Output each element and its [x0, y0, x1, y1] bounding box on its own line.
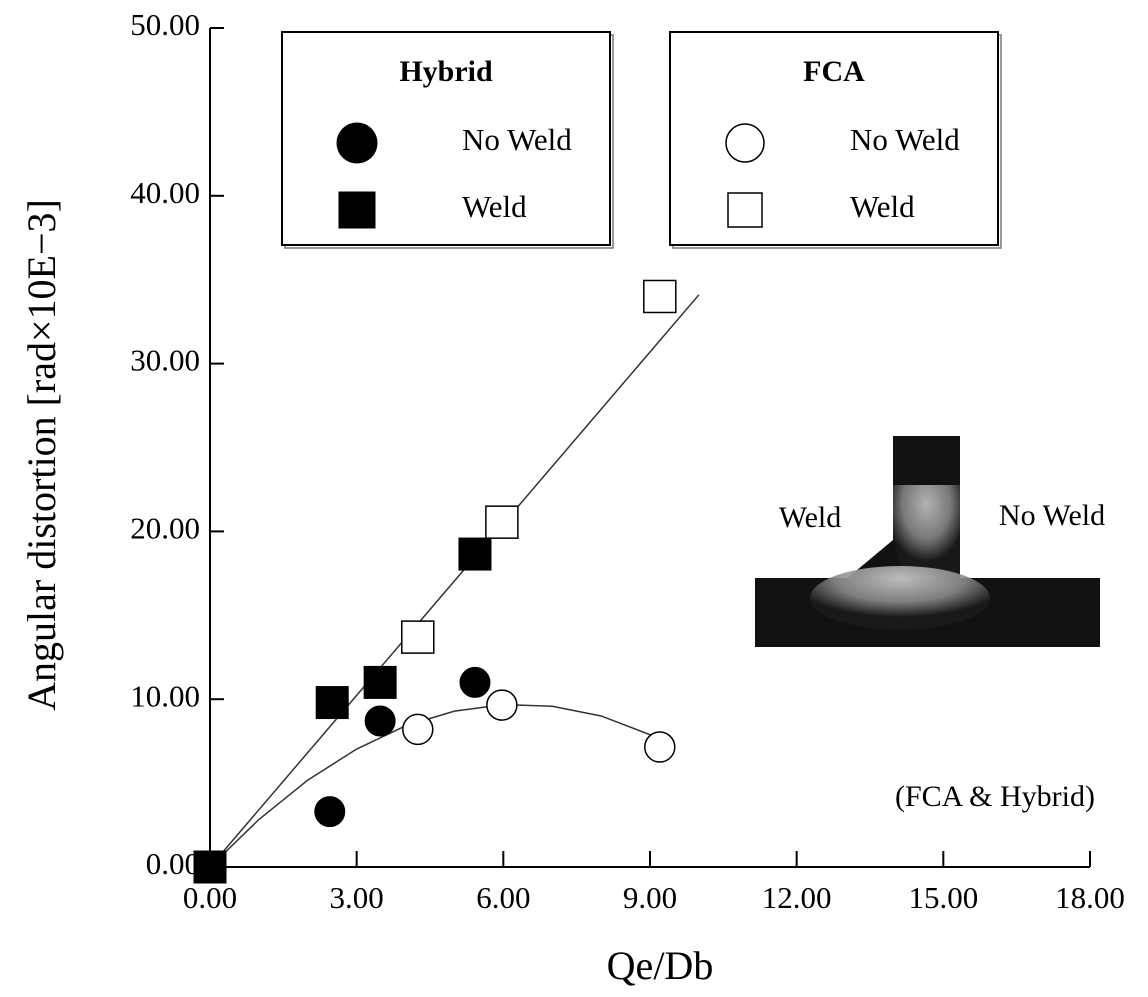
legend-box: [669, 31, 999, 246]
legend-label: Weld: [462, 189, 527, 224]
legend-marker: [727, 192, 763, 228]
point: [459, 666, 491, 698]
point: [486, 689, 518, 721]
point: [458, 537, 492, 571]
legend-marker: [336, 122, 378, 164]
x-axis-label: Qe/Db: [607, 943, 714, 988]
y-tick-label: 20.00: [130, 511, 200, 546]
y-tick-label: 10.00: [130, 678, 200, 713]
x-tick-label: 12.00: [762, 880, 832, 915]
annotation: Weld: [779, 501, 842, 534]
legend-label: No Weld: [850, 122, 960, 157]
legend-label: Weld: [850, 189, 915, 224]
point: [643, 279, 677, 314]
point: [314, 796, 346, 828]
y-tick-label: 50.00: [130, 7, 200, 42]
y-tick-label: 30.00: [130, 343, 200, 378]
x-tick-label: 15.00: [908, 880, 978, 915]
legend-marker: [338, 191, 376, 229]
legend-title: Hybrid: [399, 55, 493, 88]
y-axis-label: Angular distortion [rad×10E−3]: [19, 199, 64, 711]
trend-line: [209, 703, 661, 868]
point: [315, 686, 349, 720]
legend-title: FCA: [803, 55, 865, 88]
y-tick-label: 0.00: [146, 846, 200, 881]
x-tick-label: 6.00: [476, 880, 530, 915]
legend-label: No Weld: [462, 122, 572, 157]
trend-line: [209, 294, 700, 868]
point: [193, 850, 227, 884]
x-tick-label: 18.00: [1055, 880, 1125, 915]
point: [401, 620, 435, 654]
x-tick-label: 3.00: [330, 880, 384, 915]
annotation: No Weld: [999, 499, 1105, 532]
legend-box: [281, 31, 611, 246]
point: [485, 505, 519, 539]
legend-marker: [725, 123, 765, 163]
x-tick-label: 0.00: [183, 880, 237, 915]
point: [364, 705, 396, 737]
annotation: (FCA & Hybrid): [895, 780, 1095, 813]
point: [402, 713, 434, 746]
y-tick-label: 40.00: [130, 175, 200, 210]
point: [644, 731, 676, 763]
inset-cross-section: [755, 436, 1100, 647]
x-tick-label: 9.00: [623, 880, 677, 915]
point: [363, 665, 397, 699]
